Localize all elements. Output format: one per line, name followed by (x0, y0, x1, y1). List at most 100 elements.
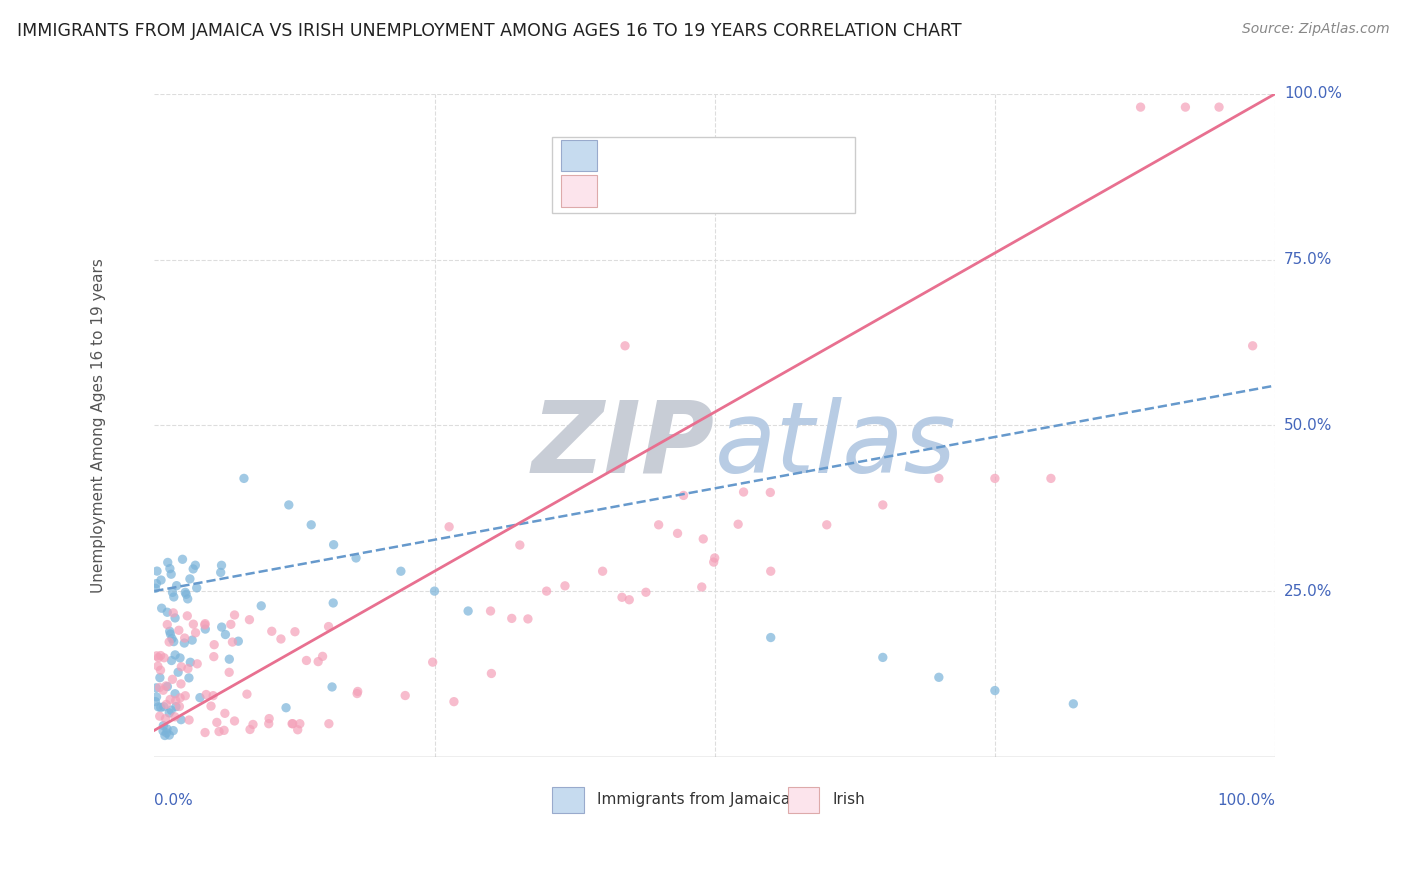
Point (145, 695, 167, 709)
Point (1129, 100, 1152, 114)
Point (145, 681, 167, 695)
Point (647, 517, 669, 532)
Point (163, 590, 186, 604)
Point (443, 695, 465, 709)
Point (238, 613, 260, 627)
Point (984, 471, 1007, 485)
Point (205, 715, 228, 730)
Point (162, 606, 184, 620)
Point (155, 679, 177, 693)
Point (145, 690, 167, 704)
Point (287, 723, 309, 737)
Point (218, 665, 240, 680)
Point (536, 584, 558, 599)
Point (152, 718, 174, 732)
Point (181, 633, 204, 648)
Text: Immigrants from Jamaica: Immigrants from Jamaica (598, 792, 790, 807)
Point (174, 585, 197, 599)
Point (186, 581, 208, 595)
FancyBboxPatch shape (553, 788, 583, 813)
Point (153, 650, 176, 665)
Point (501, 611, 523, 625)
Point (224, 607, 246, 622)
Point (1039, 471, 1062, 485)
Point (307, 655, 329, 669)
Point (481, 666, 503, 681)
Point (274, 700, 297, 714)
Point (457, 604, 479, 618)
Point (170, 677, 193, 691)
Point (156, 680, 179, 694)
Point (759, 485, 782, 500)
Point (422, 655, 444, 669)
Point (176, 608, 198, 623)
Point (219, 617, 242, 632)
Point (165, 687, 187, 701)
Point (184, 625, 207, 640)
Point (250, 599, 273, 613)
Text: N =: N = (731, 182, 772, 201)
Point (146, 659, 169, 673)
Point (242, 717, 264, 731)
Point (162, 585, 184, 599)
Point (394, 689, 416, 703)
Text: N =: N = (731, 146, 772, 164)
Point (236, 687, 259, 701)
Point (174, 689, 197, 703)
Point (156, 722, 179, 736)
Point (149, 663, 172, 677)
FancyBboxPatch shape (787, 788, 818, 813)
Point (703, 555, 725, 569)
Text: 25.0%: 25.0% (1284, 583, 1333, 599)
Point (270, 632, 292, 646)
Point (322, 538, 344, 552)
Point (202, 689, 225, 703)
Point (194, 622, 217, 636)
Point (318, 619, 340, 633)
Point (157, 728, 180, 742)
Point (169, 690, 191, 705)
Point (155, 712, 177, 726)
Point (1062, 697, 1084, 711)
FancyBboxPatch shape (561, 140, 598, 171)
Point (149, 700, 172, 714)
Text: 0.0%: 0.0% (155, 793, 193, 808)
Point (509, 538, 531, 552)
Text: 78: 78 (779, 146, 804, 164)
Point (148, 699, 170, 714)
Point (195, 688, 218, 702)
Point (672, 488, 695, 502)
Point (149, 671, 172, 685)
Point (389, 564, 412, 578)
Point (167, 665, 190, 680)
Point (153, 699, 176, 714)
Point (554, 579, 576, 593)
Point (1208, 100, 1230, 114)
Point (614, 339, 637, 353)
Point (155, 726, 177, 740)
Point (172, 552, 194, 566)
Point (759, 631, 782, 645)
Text: 100.0%: 100.0% (1218, 793, 1275, 808)
Point (167, 624, 190, 638)
Text: R =: R = (610, 182, 650, 201)
Text: 0.669: 0.669 (658, 182, 714, 201)
Point (165, 693, 187, 707)
Point (277, 498, 299, 512)
Point (311, 649, 333, 664)
Text: 50.0%: 50.0% (1284, 417, 1333, 433)
Point (194, 725, 217, 739)
Point (150, 601, 173, 615)
Point (692, 532, 714, 546)
Point (592, 564, 614, 578)
Point (145, 582, 167, 596)
Point (322, 596, 344, 610)
Text: 0.246: 0.246 (658, 146, 714, 164)
Point (156, 605, 179, 619)
Point (346, 687, 368, 701)
Point (257, 712, 280, 726)
Point (281, 716, 304, 731)
Point (157, 706, 180, 720)
Point (160, 567, 183, 582)
Point (516, 612, 538, 626)
